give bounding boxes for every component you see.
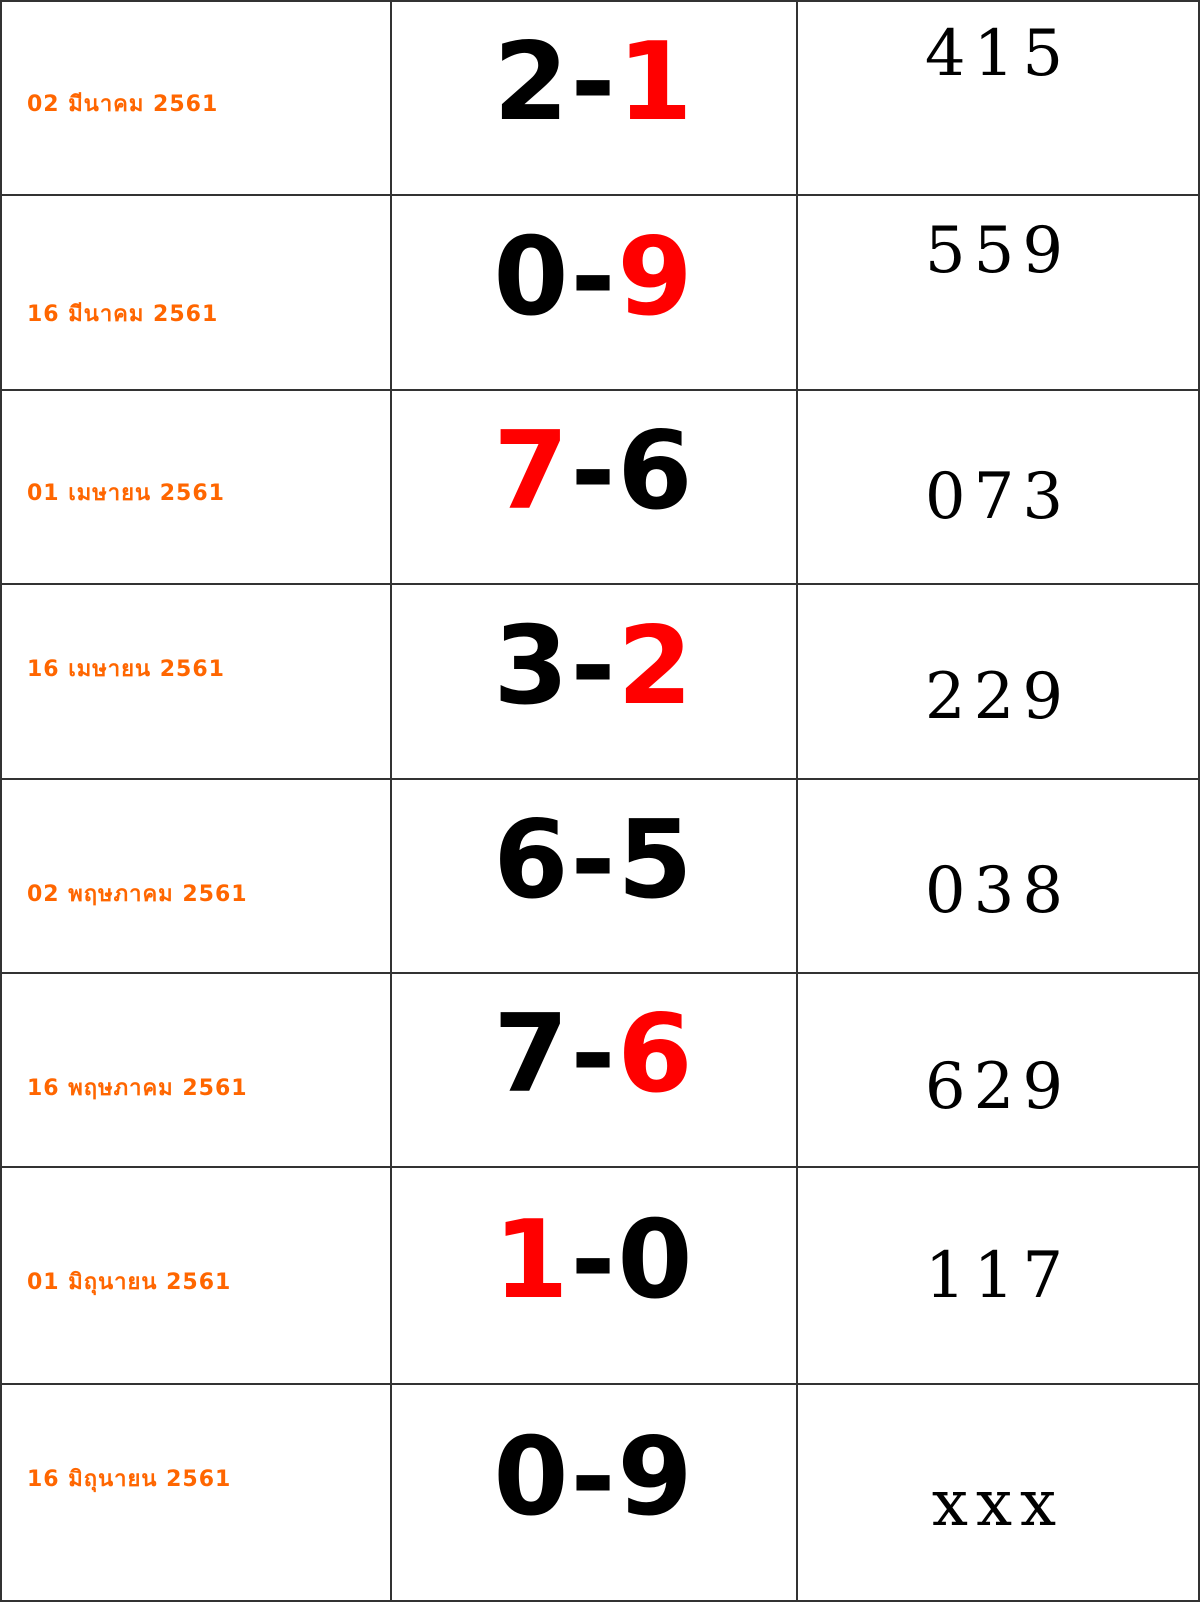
table-row: 02 พฤษภาคม 2561 6-5 038	[0, 778, 1200, 974]
score-cell: 7-6	[390, 389, 798, 585]
result-cell: 229	[796, 583, 1200, 780]
result-number: 629	[924, 1050, 1072, 1124]
table-row: 16 พฤษภาคม 2561 7-6 629	[0, 972, 1200, 1168]
date-cell: 16 มีนาคม 2561	[0, 194, 392, 391]
score-cell: 3-2	[390, 583, 798, 780]
date-cell: 01 เมษายน 2561	[0, 389, 392, 585]
table-row: 16 มิถุนายน 2561 0-9 xxx	[0, 1383, 1200, 1602]
result-number: 415	[924, 17, 1072, 91]
table-row: 02 มีนาคม 2561 2-1 415	[0, 0, 1200, 196]
separator: -	[570, 992, 618, 1117]
separator: -	[570, 20, 618, 145]
date-cell: 02 พฤษภาคม 2561	[0, 778, 392, 974]
draw-date: 01 มิถุนายน 2561	[27, 1270, 232, 1295]
right-digit: 5	[617, 798, 695, 923]
result-number: 559	[924, 213, 1072, 288]
left-digit: 2	[493, 20, 571, 145]
result-cell: 117	[796, 1166, 1200, 1385]
left-digit: 7	[493, 992, 571, 1117]
score-cell: 1-0	[390, 1166, 798, 1385]
separator: -	[570, 798, 618, 923]
right-digit: 6	[617, 409, 695, 534]
right-digit: 6	[617, 992, 695, 1117]
result-number: 073	[924, 460, 1072, 534]
left-digit: 6	[493, 798, 571, 923]
right-digit: 9	[617, 214, 695, 340]
date-cell: 16 พฤษภาคม 2561	[0, 972, 392, 1168]
score-cell: 0-9	[390, 1383, 798, 1602]
result-cell: 629	[796, 972, 1200, 1168]
left-digit: 0	[493, 214, 571, 340]
score-cell: 0-9	[390, 194, 798, 391]
left-digit: 1	[493, 1197, 571, 1323]
separator: -	[570, 409, 618, 534]
left-digit: 0	[493, 1414, 571, 1540]
date-cell: 02 มีนาคม 2561	[0, 0, 392, 196]
right-digit: 2	[617, 603, 695, 729]
score-cell: 6-5	[390, 778, 798, 974]
draw-date: 01 เมษายน 2561	[27, 481, 225, 506]
result-cell: 559	[796, 194, 1200, 391]
left-digit: 3	[493, 603, 571, 729]
result-number: xxx	[931, 1466, 1065, 1541]
result-cell: xxx	[796, 1383, 1200, 1602]
table-row: 01 เมษายน 2561 7-6 073	[0, 389, 1200, 585]
right-digit: 1	[617, 20, 695, 145]
separator: -	[570, 603, 618, 729]
draw-date: 02 พฤษภาคม 2561	[27, 882, 248, 907]
result-cell: 415	[796, 0, 1200, 196]
result-number: 229	[924, 659, 1072, 734]
result-cell: 073	[796, 389, 1200, 585]
separator: -	[570, 1414, 618, 1540]
separator: -	[570, 1197, 618, 1323]
date-cell: 16 มิถุนายน 2561	[0, 1383, 392, 1602]
result-cell: 038	[796, 778, 1200, 974]
score-cell: 7-6	[390, 972, 798, 1168]
draw-date: 16 มิถุนายน 2561	[27, 1467, 232, 1492]
separator: -	[570, 214, 618, 340]
draw-date: 02 มีนาคม 2561	[27, 92, 219, 117]
left-digit: 7	[493, 409, 571, 534]
table-row: 01 มิถุนายน 2561 1-0 117	[0, 1166, 1200, 1385]
date-cell: 01 มิถุนายน 2561	[0, 1166, 392, 1385]
result-number: 117	[924, 1238, 1072, 1313]
draw-date: 16 เมษายน 2561	[27, 657, 225, 682]
draw-date: 16 มีนาคม 2561	[27, 302, 219, 327]
draw-date: 16 พฤษภาคม 2561	[27, 1076, 248, 1101]
right-digit: 9	[617, 1414, 695, 1540]
result-number: 038	[924, 854, 1072, 928]
table-row: 16 เมษายน 2561 3-2 229	[0, 583, 1200, 780]
table-row: 16 มีนาคม 2561 0-9 559	[0, 194, 1200, 391]
right-digit: 0	[617, 1197, 695, 1323]
date-cell: 16 เมษายน 2561	[0, 583, 392, 780]
score-cell: 2-1	[390, 0, 798, 196]
